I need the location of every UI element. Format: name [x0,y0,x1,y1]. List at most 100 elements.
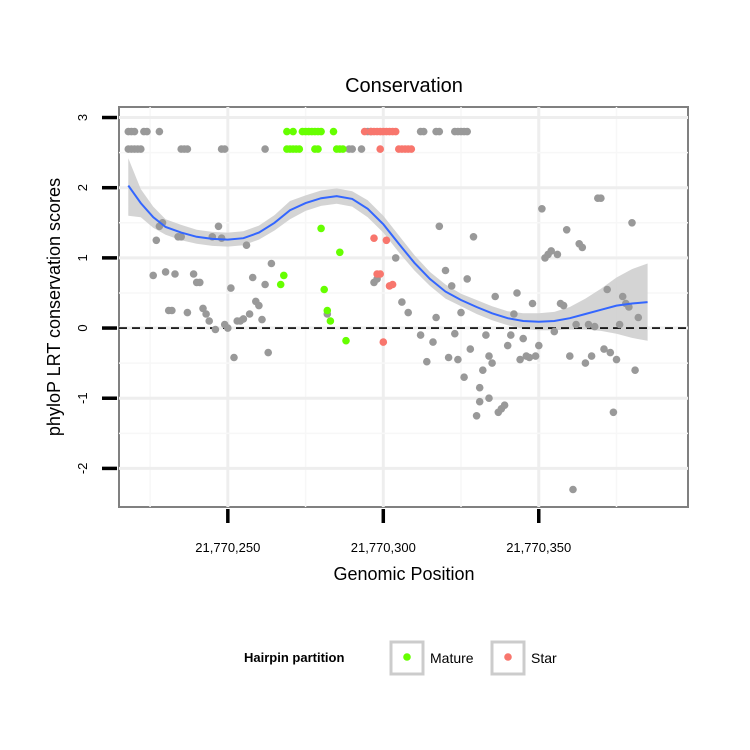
point-other [454,355,462,364]
y-tick-label: 2 [75,184,90,191]
point-other [482,331,490,339]
point-other [189,270,198,278]
point-other [161,268,170,276]
point-other [230,353,238,362]
point-other [535,341,543,350]
point-other [447,282,456,290]
point-other [488,359,496,367]
point-mature [314,145,322,153]
point-other [211,325,220,334]
point-other [183,145,192,153]
y-axis: -2 -1 0 1 2 3 [75,114,117,474]
point-other [503,341,512,350]
point-other [152,236,161,245]
smooth-line [127,185,648,323]
point-other [264,348,273,357]
point-other [158,219,167,227]
point-other [444,353,453,362]
point-other [435,222,444,231]
point-other [258,315,266,324]
point-other [559,301,568,310]
point-other [143,127,151,136]
point-other [479,366,487,375]
point-mature [276,280,285,289]
point-other [475,383,484,392]
x-tick-label: 21,770,250 [195,540,260,555]
legend-label-mature: Mature [430,650,474,666]
point-other [202,310,210,318]
point-other [398,298,406,306]
point-other [606,348,615,357]
point-other [168,306,176,315]
point-mature [323,306,332,315]
point-other [199,304,207,313]
point-other [196,278,204,287]
y-tick-label: -2 [75,463,90,475]
point-mature [317,127,325,136]
legend-swatch-mature [403,653,411,661]
point-other [239,315,248,323]
point-other [130,127,139,136]
point-mature [339,145,347,153]
point-other [485,352,493,360]
point-star [407,145,416,153]
confidence-band-layer [128,158,648,341]
point-other [587,352,596,360]
point-other [220,145,229,153]
point-other [432,313,440,322]
point-other [177,233,185,241]
point-star [376,270,385,278]
point-other [562,226,571,234]
point-other [550,327,559,336]
point-other [485,394,493,403]
legend-title: Hairpin partition [244,650,344,665]
point-mature [289,127,297,136]
point-other [248,273,257,282]
point-mature [336,248,344,257]
point-other [475,397,484,406]
point-other [584,320,593,329]
point-star [391,127,400,136]
confidence-band [128,158,648,341]
legend: Hairpin partition Mature Star [244,640,557,676]
point-other [510,310,518,318]
legend-swatch-star [504,653,512,661]
point-other [466,345,475,353]
point-other [463,127,472,136]
points-layer [124,127,643,494]
point-other [631,366,639,375]
y-axis-label: phyloP LRT conservation scores [44,178,64,436]
point-mature [326,317,335,325]
point-other [519,334,527,343]
point-other [457,308,465,317]
point-other [612,355,621,364]
point-other [267,259,276,268]
point-other [460,373,468,382]
point-other [155,127,164,136]
point-star [370,234,378,242]
point-other [491,292,500,301]
point-other [600,345,608,353]
point-star [388,280,397,289]
point-other [469,233,478,241]
point-other [261,145,269,153]
point-other [227,284,235,292]
point-other [224,324,232,332]
point-other [609,408,618,417]
point-other [451,329,459,338]
point-other [429,338,437,346]
point-mature [280,271,288,280]
y-tick-label: 3 [75,114,90,121]
point-mature [342,336,350,345]
smooth-line-layer [127,185,648,323]
point-other [472,412,481,420]
point-other [603,285,611,294]
x-tick-label: 21,770,300 [351,540,416,555]
point-other [516,355,524,364]
point-other [416,331,425,339]
point-other [245,310,254,318]
point-other [149,271,157,280]
point-star [360,127,369,136]
x-axis-label: Genomic Position [333,564,474,584]
